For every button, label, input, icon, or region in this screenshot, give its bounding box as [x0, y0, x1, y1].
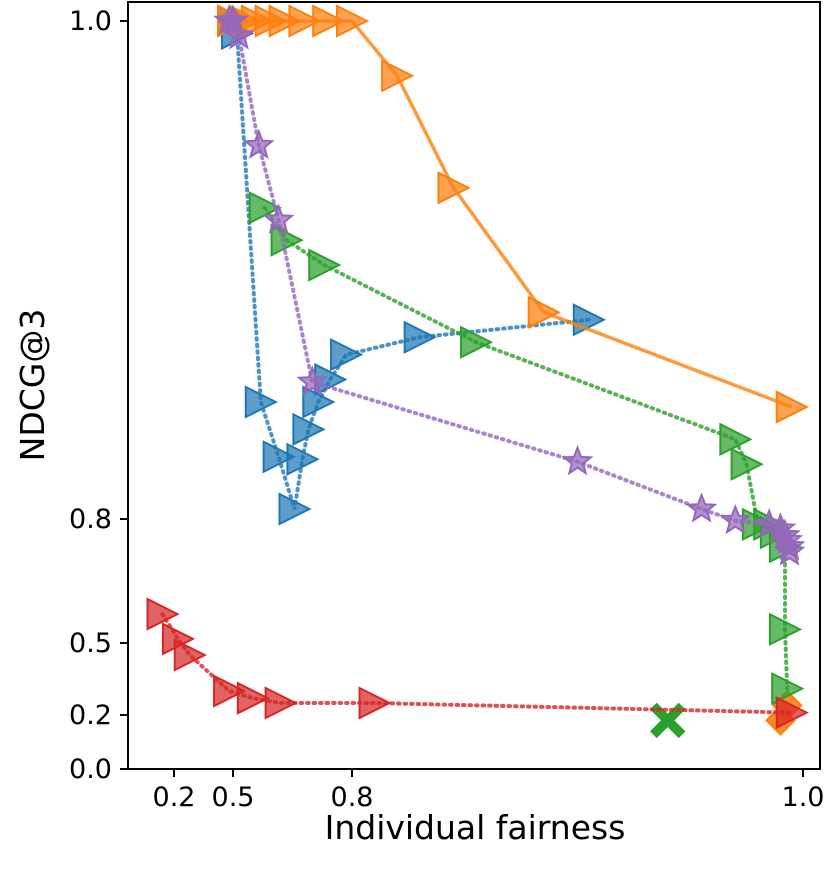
data-point — [771, 671, 805, 706]
series-line — [233, 19, 793, 409]
data-point — [264, 686, 298, 720]
y-axis: 0.0 0.2 0.5 0.8 1.0 — [69, 6, 128, 785]
data-point — [286, 442, 320, 476]
data-point — [460, 325, 494, 359]
data-point — [217, 4, 249, 35]
data-point — [288, 4, 322, 38]
series-purple — [213, 4, 806, 566]
data-point — [336, 4, 370, 38]
data-point — [773, 535, 806, 566]
data-point — [222, 19, 255, 50]
data-point — [302, 385, 336, 419]
data-point — [244, 385, 279, 419]
data-point — [719, 503, 752, 535]
x-tick-label: 1.0 — [782, 782, 825, 813]
x-axis-label: Individual fairness — [325, 808, 626, 847]
series-layer — [146, 4, 809, 739]
x-tick-label: 0.5 — [212, 782, 255, 813]
y-tick-label: 1.0 — [69, 6, 112, 37]
data-point — [278, 492, 312, 526]
data-point — [242, 128, 275, 160]
data-point — [146, 597, 180, 631]
data-point — [730, 447, 764, 481]
data-point — [292, 412, 326, 446]
data-point — [649, 702, 686, 739]
y-tick-label: 0.5 — [69, 628, 112, 659]
y-tick-label: 0.0 — [69, 754, 112, 785]
data-point — [437, 171, 471, 205]
plot-frame — [127, 1, 821, 770]
data-point — [308, 248, 342, 282]
data-point — [173, 638, 207, 672]
series-blue — [217, 4, 607, 526]
y-axis-label: NDCG@3 — [13, 309, 52, 462]
data-point — [381, 59, 415, 93]
series-green-x — [649, 702, 686, 739]
y-tick-label: 0.2 — [69, 700, 112, 731]
data-point — [268, 4, 302, 38]
data-point — [236, 681, 271, 715]
y-tick-label: 0.8 — [69, 504, 112, 535]
series-line — [231, 19, 591, 510]
data-point — [775, 695, 809, 730]
data-point — [403, 320, 437, 354]
data-point — [775, 390, 809, 424]
x-tick-label: 0.2 — [153, 782, 196, 813]
data-point — [262, 203, 295, 234]
data-point — [768, 612, 803, 646]
series-line — [227, 19, 792, 555]
data-point — [270, 223, 304, 257]
x-tick-label: 0.8 — [331, 782, 374, 813]
data-point — [527, 295, 561, 329]
series-red — [146, 597, 809, 730]
data-point — [213, 674, 247, 708]
data-point — [719, 422, 753, 456]
x-axis: 0.2 0.5 0.8 1.0 — [153, 769, 825, 813]
data-point — [262, 440, 296, 474]
data-point — [330, 338, 364, 372]
data-point — [561, 444, 594, 476]
data-point — [296, 365, 329, 396]
data-point — [685, 492, 718, 523]
data-point — [312, 4, 346, 38]
data-point — [358, 686, 392, 720]
